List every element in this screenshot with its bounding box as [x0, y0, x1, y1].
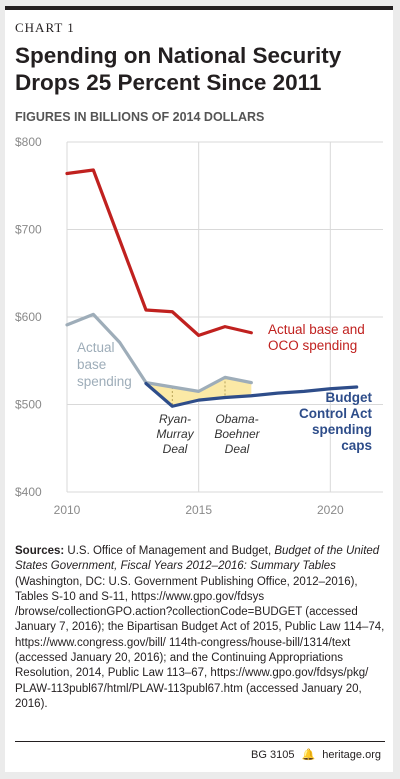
- y-tick-label: $500: [15, 398, 42, 412]
- chart-title-line-1: Spending on National Security: [15, 43, 342, 68]
- y-tick-label: $800: [15, 135, 42, 149]
- footer: BG 3105 🔔 heritage.org: [251, 748, 381, 761]
- sources-label: Sources:: [15, 545, 65, 557]
- series-label-base: base: [77, 357, 106, 372]
- report-code: BG 3105: [251, 749, 295, 761]
- annotation-obama: Obama-: [215, 412, 258, 426]
- line-chart: $400 $500 $600 $700 $800 2010 2015 2020 Actual b…: [15, 135, 383, 517]
- x-tick-label: 2020: [317, 503, 344, 517]
- series-label-caps: Budget: [326, 390, 373, 405]
- annotation-obama: Boehner: [214, 427, 260, 441]
- bell-icon: 🔔: [301, 749, 316, 761]
- series-line-oco: [65, 168, 253, 337]
- footer-rule: [15, 741, 385, 742]
- series-label-caps: Control Act: [299, 406, 372, 421]
- sources-note: Sources: U.S. Office of Management and B…: [15, 544, 387, 712]
- x-tick-label: 2010: [54, 503, 81, 517]
- x-tick-label: 2015: [185, 503, 212, 517]
- series-label-caps: caps: [341, 438, 372, 453]
- chart-title-line-2: Drops 25 Percent Since 2011: [15, 70, 322, 95]
- series-label-base: Actual: [77, 340, 115, 355]
- site-name: heritage.org: [322, 749, 381, 761]
- series-label-oco: Actual base and: [268, 322, 365, 337]
- sources-text: U.S. Office of Management and Budget,: [67, 545, 275, 557]
- chart-title: Spending on National Security Drops 25 P…: [15, 42, 385, 96]
- series-label-caps: spending: [312, 422, 372, 437]
- annotation-ryan: Deal: [163, 442, 188, 456]
- chart-subtitle: FIGURES IN BILLIONS OF 2014 DOLLARS: [15, 110, 265, 124]
- annotation-ryan: Ryan-: [159, 412, 191, 426]
- chart-number: CHART 1: [15, 20, 75, 35]
- chart-card: CHART 1 Spending on National Security Dr…: [5, 6, 393, 772]
- sources-italic: Budget of the United States Government, …: [15, 545, 380, 573]
- y-tick-label: $600: [15, 310, 42, 324]
- y-tick-label: $700: [15, 223, 42, 237]
- series-label-oco: OCO spending: [268, 338, 357, 353]
- annotation-ryan: Murray: [156, 427, 194, 441]
- top-rule: [5, 6, 393, 10]
- sources-rest: (Washington, DC: U.S. Government Publish…: [15, 575, 385, 710]
- series-line-base: [65, 312, 253, 393]
- series-label-base: spending: [77, 374, 132, 389]
- annotation-obama: Deal: [225, 442, 250, 456]
- y-tick-label: $400: [15, 485, 42, 499]
